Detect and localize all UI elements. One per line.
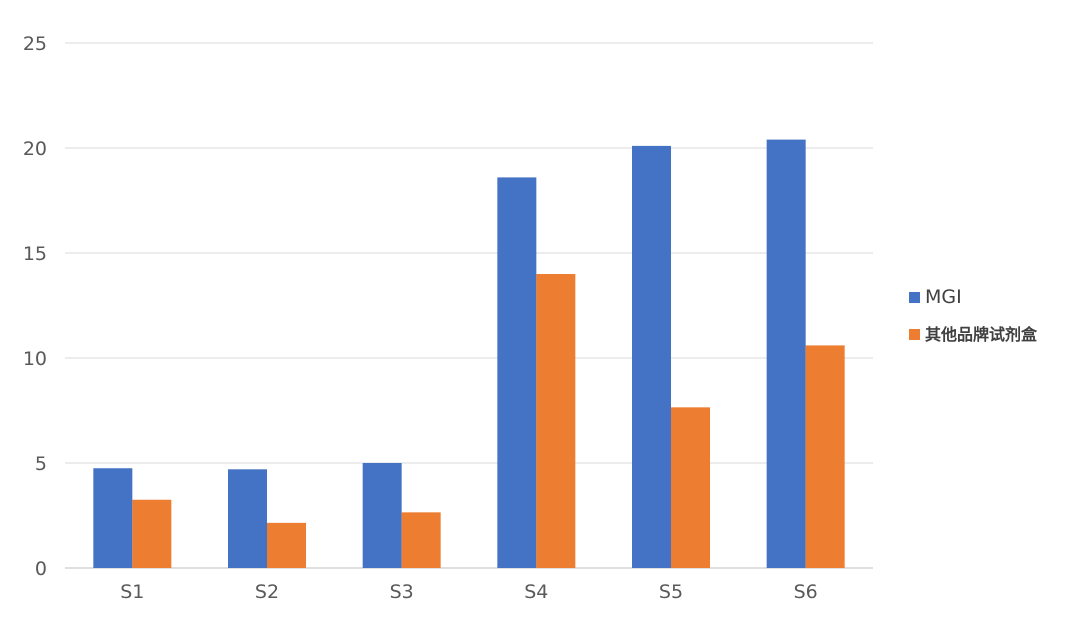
y-tick-label: 20 xyxy=(23,138,47,160)
bar-s2-series-1 xyxy=(267,522,306,568)
bar-s6-series-1 xyxy=(805,345,845,568)
bar-s5-series-0 xyxy=(632,145,671,568)
bar-s4-series-1 xyxy=(536,274,576,568)
legend-swatch xyxy=(909,292,920,303)
bar-s2-series-0 xyxy=(228,469,267,568)
y-tick-label: 0 xyxy=(35,558,47,580)
legend-swatch xyxy=(909,329,920,340)
y-tick-label: 15 xyxy=(23,243,47,265)
legend: MGI 其他品牌试剂盒 xyxy=(909,286,1038,344)
bar-s3-series-0 xyxy=(362,463,402,568)
bars xyxy=(93,139,845,568)
y-tick-label: 25 xyxy=(23,33,47,55)
x-tick-label: S6 xyxy=(794,581,818,603)
bar-s6-series-0 xyxy=(766,139,806,568)
x-tick-label: S3 xyxy=(390,581,414,603)
y-axis-tick-labels: 0 5 10 15 20 25 xyxy=(23,33,47,580)
legend-label: 其他品牌试剂盒 xyxy=(925,325,1038,344)
legend-label: MGI xyxy=(925,286,962,308)
gridlines xyxy=(65,42,873,569)
x-tick-label: S1 xyxy=(120,581,144,603)
y-tick-label: 5 xyxy=(35,453,47,475)
bar-s1-series-1 xyxy=(132,499,172,568)
x-tick-label: S2 xyxy=(255,581,279,603)
x-axis-tick-labels: S1 S2 S3 S4 S5 S6 xyxy=(120,581,817,603)
bar-s4-series-0 xyxy=(497,177,537,568)
bar-s3-series-1 xyxy=(401,512,441,568)
bar-s5-series-1 xyxy=(671,407,710,568)
x-tick-label: S4 xyxy=(524,581,548,603)
x-tick-label: S5 xyxy=(659,581,683,603)
y-tick-label: 10 xyxy=(23,348,47,370)
bar-s1-series-0 xyxy=(93,468,133,568)
